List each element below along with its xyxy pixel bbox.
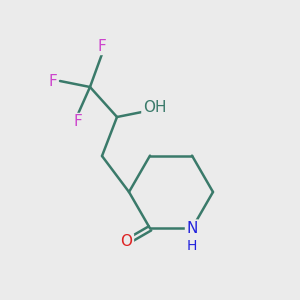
Text: OH: OH xyxy=(143,100,166,116)
Text: F: F xyxy=(48,74,57,88)
Text: H: H xyxy=(187,239,197,254)
Text: F: F xyxy=(98,39,106,54)
Text: F: F xyxy=(74,114,82,129)
Text: N: N xyxy=(186,221,198,236)
Text: O: O xyxy=(121,234,133,249)
